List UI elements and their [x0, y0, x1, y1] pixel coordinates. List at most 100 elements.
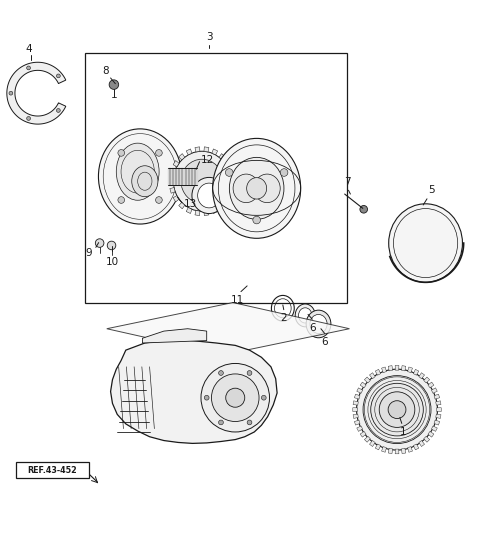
Polygon shape	[424, 377, 430, 383]
Polygon shape	[413, 369, 419, 375]
Polygon shape	[434, 420, 440, 425]
Text: 12: 12	[201, 155, 214, 165]
Circle shape	[253, 216, 261, 224]
Circle shape	[212, 374, 259, 421]
Polygon shape	[353, 414, 359, 419]
Circle shape	[96, 239, 104, 247]
Polygon shape	[170, 169, 175, 175]
Bar	[85, 53, 347, 302]
Text: 10: 10	[106, 258, 119, 267]
Circle shape	[360, 206, 368, 213]
Circle shape	[57, 74, 60, 78]
Polygon shape	[432, 426, 437, 431]
Polygon shape	[419, 373, 424, 379]
Text: 13: 13	[184, 198, 197, 209]
Text: 3: 3	[206, 32, 212, 42]
Polygon shape	[173, 196, 179, 202]
Polygon shape	[169, 179, 173, 184]
Polygon shape	[375, 369, 381, 375]
Polygon shape	[219, 202, 225, 209]
Ellipse shape	[306, 310, 331, 338]
Polygon shape	[204, 147, 209, 152]
Polygon shape	[382, 447, 386, 452]
Ellipse shape	[247, 178, 267, 199]
Ellipse shape	[116, 143, 159, 200]
Ellipse shape	[181, 159, 223, 203]
Polygon shape	[370, 441, 375, 447]
Circle shape	[371, 383, 423, 436]
Circle shape	[109, 80, 119, 89]
Circle shape	[262, 395, 266, 400]
Polygon shape	[364, 436, 371, 442]
Polygon shape	[228, 169, 234, 175]
Polygon shape	[353, 408, 358, 412]
Polygon shape	[360, 382, 366, 388]
Circle shape	[247, 370, 252, 375]
Polygon shape	[370, 373, 375, 379]
Circle shape	[204, 395, 209, 400]
Polygon shape	[353, 401, 359, 405]
Polygon shape	[354, 420, 360, 425]
Circle shape	[363, 375, 431, 443]
Polygon shape	[395, 449, 399, 454]
Text: 6: 6	[322, 337, 328, 347]
Polygon shape	[428, 431, 434, 437]
Circle shape	[156, 197, 162, 203]
Text: 2: 2	[280, 313, 287, 323]
Ellipse shape	[310, 315, 327, 334]
Polygon shape	[419, 441, 424, 447]
Text: 8: 8	[103, 66, 109, 76]
Polygon shape	[212, 208, 217, 214]
Polygon shape	[401, 448, 406, 454]
Polygon shape	[408, 447, 412, 452]
Polygon shape	[219, 153, 225, 160]
Circle shape	[218, 420, 223, 425]
Polygon shape	[408, 367, 412, 373]
Polygon shape	[195, 147, 200, 152]
Polygon shape	[186, 149, 192, 155]
Ellipse shape	[98, 129, 182, 224]
Ellipse shape	[299, 308, 312, 323]
Ellipse shape	[193, 168, 201, 185]
Polygon shape	[110, 340, 277, 443]
Circle shape	[218, 370, 223, 375]
Circle shape	[280, 169, 288, 176]
Polygon shape	[436, 401, 441, 405]
Polygon shape	[375, 444, 381, 450]
Ellipse shape	[254, 174, 280, 203]
Polygon shape	[204, 210, 209, 215]
Circle shape	[379, 392, 415, 427]
Polygon shape	[179, 202, 185, 209]
Polygon shape	[354, 394, 360, 399]
Polygon shape	[424, 436, 430, 442]
Polygon shape	[170, 187, 175, 193]
Polygon shape	[143, 329, 207, 343]
Polygon shape	[401, 366, 406, 371]
Circle shape	[118, 150, 125, 156]
Polygon shape	[173, 161, 179, 167]
Ellipse shape	[389, 204, 462, 282]
FancyBboxPatch shape	[16, 463, 89, 478]
Circle shape	[107, 241, 116, 250]
Polygon shape	[225, 196, 231, 202]
Polygon shape	[388, 366, 393, 371]
Polygon shape	[395, 366, 399, 370]
Circle shape	[388, 401, 406, 419]
Text: REF.43-452: REF.43-452	[27, 466, 77, 475]
Polygon shape	[230, 179, 235, 184]
Polygon shape	[228, 187, 234, 193]
Ellipse shape	[173, 151, 230, 211]
Ellipse shape	[213, 139, 300, 238]
Polygon shape	[436, 408, 441, 412]
Polygon shape	[195, 210, 200, 215]
Text: 5: 5	[428, 185, 434, 196]
Circle shape	[247, 420, 252, 425]
Polygon shape	[382, 367, 386, 373]
Ellipse shape	[233, 174, 259, 203]
Ellipse shape	[198, 183, 220, 208]
Polygon shape	[360, 431, 366, 437]
Polygon shape	[107, 302, 349, 355]
Circle shape	[9, 92, 13, 95]
Polygon shape	[413, 444, 419, 450]
Polygon shape	[364, 377, 371, 383]
